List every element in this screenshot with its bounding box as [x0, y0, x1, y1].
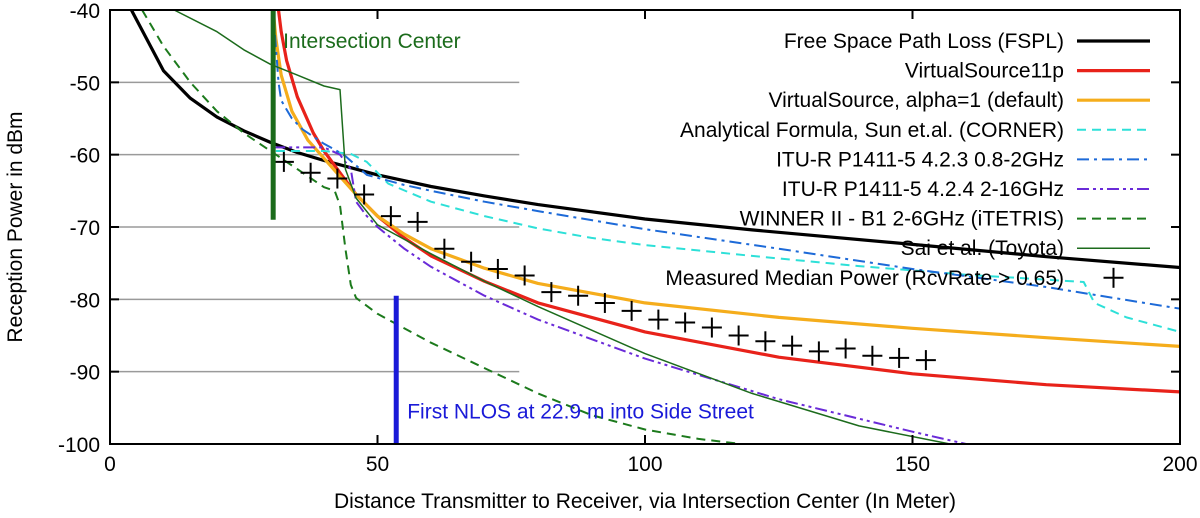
measured-point — [889, 347, 910, 368]
axis-ticks: 0 50 100 150 200 -100 -90 -80 -70 -60 -50 -40 — [58, 0, 1198, 476]
measured-point — [782, 335, 803, 356]
y-tick-label: -80 — [70, 289, 100, 312]
measured-point — [273, 151, 294, 172]
legend-label: ITU-R P1411-5 4.2.3 0.8-2GHz — [776, 148, 1064, 171]
legend-label: VirtualSource, alpha=1 (default) — [768, 89, 1064, 112]
measured-point — [701, 317, 722, 338]
legend-label: WINNER II - B1 2-6GHz (iTETRIS) — [740, 208, 1064, 231]
x-tick-label: 200 — [1162, 453, 1197, 476]
legend-label: Analytical Formula, Sun et.al. (CORNER) — [680, 119, 1064, 142]
measured-point — [380, 206, 401, 227]
measured-point — [808, 341, 829, 362]
y-tick-label: -60 — [70, 145, 100, 168]
legend-label: VirtualSource11p — [905, 60, 1064, 83]
legend-label: Sai et al. (Toyota) — [901, 237, 1064, 260]
y-tick-label: -40 — [70, 0, 100, 23]
measured-point — [915, 350, 936, 371]
measured-point — [514, 265, 535, 286]
y-axis-title: Reception Power in dBm — [4, 111, 27, 342]
measured-point — [648, 309, 669, 330]
measured-point — [755, 331, 776, 352]
measured-point — [434, 238, 455, 259]
series-line-5 — [272, 10, 1180, 310]
annotations: Intersection Center First NLOS at 22.9 m… — [270, 10, 754, 444]
measured-point — [461, 251, 482, 272]
legend-label: Free Space Path Loss (FSPL) — [784, 30, 1064, 53]
legend-label: ITU-R P1411-5 4.2.4 2-16GHz — [782, 178, 1064, 201]
legend-label: Measured Median Power (RcvRate > 0.65) — [665, 267, 1064, 290]
legend: Free Space Path Loss (FSPL) VirtualSource… — [665, 30, 1150, 290]
measured-point — [568, 285, 589, 306]
y-tick-label: -90 — [70, 362, 100, 385]
measured-point — [728, 325, 749, 346]
x-axis-title: Distance Transmitter to Receiver, via In… — [334, 490, 956, 513]
y-tick-label: -100 — [58, 434, 100, 457]
y-tick-label: -50 — [70, 72, 100, 95]
measured-point — [300, 162, 321, 183]
x-tick-label: 100 — [627, 453, 662, 476]
measured-point — [835, 338, 856, 359]
series-layer — [129, 10, 1180, 444]
series-line-6 — [273, 146, 967, 444]
measured-point — [621, 300, 642, 321]
measured-point — [862, 345, 883, 366]
series-line-4 — [275, 150, 1180, 333]
measured-point — [594, 292, 615, 313]
series-line-7 — [141, 10, 742, 444]
measured-point — [487, 258, 508, 279]
measured-point — [407, 211, 428, 232]
measured-point — [675, 312, 696, 333]
y-tick-label: -70 — [70, 217, 100, 240]
measured-point — [541, 282, 562, 303]
measured-markers — [273, 151, 936, 371]
intersection-center-label: Intersection Center — [283, 30, 460, 53]
measured-point — [327, 168, 348, 189]
grid-lines — [110, 81, 520, 373]
first-nlos-label: First NLOS at 22.9 m into Side Street — [407, 401, 754, 424]
x-tick-label: 150 — [895, 453, 930, 476]
series-line-8 — [173, 10, 958, 444]
x-tick-label: 0 — [104, 453, 116, 476]
measured-point — [354, 184, 375, 205]
x-tick-label: 50 — [366, 453, 389, 476]
